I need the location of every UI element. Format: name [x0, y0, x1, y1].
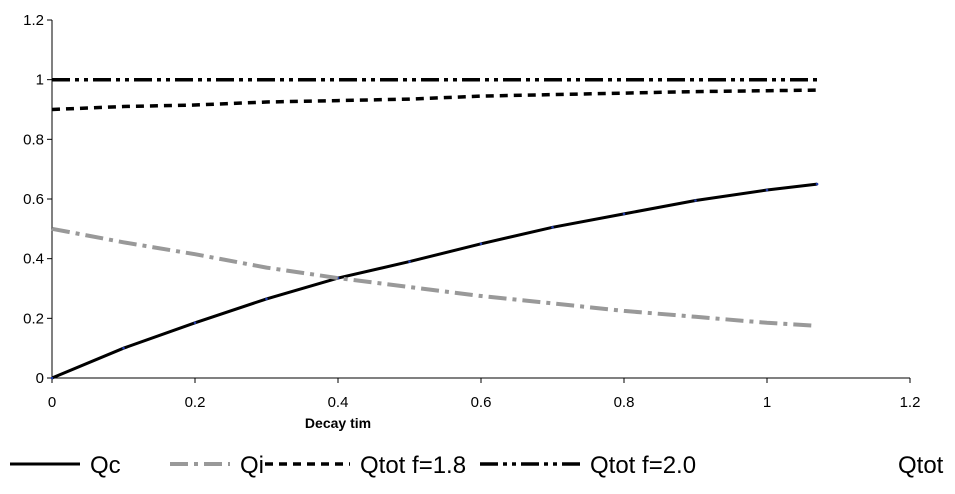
x-tick-label: 0.2 — [185, 394, 206, 411]
data-point — [408, 260, 411, 263]
legend-label: Qi — [240, 452, 264, 479]
data-point — [765, 188, 769, 192]
data-point — [551, 226, 554, 229]
tick-labels: 0 0.2 0.4 0.6 0.8 1 1.2 0 0.2 0.4 0.6 0.8 1 1.2 — [23, 12, 920, 411]
data-point — [50, 376, 54, 380]
y-tick-label: 0 — [36, 370, 44, 387]
legend-label: Qtot f=2.0 — [590, 452, 696, 479]
data-point — [622, 212, 626, 216]
x-tick-label: 0.6 — [471, 394, 492, 411]
data-point — [265, 297, 268, 301]
legend-label: Qtot f=1.8 — [360, 452, 466, 479]
y-tick-label: 0.4 — [23, 251, 44, 268]
y-tick-label: 0.2 — [23, 310, 44, 327]
y-tick-label: 1.2 — [23, 12, 44, 29]
y-tick-label: 1 — [36, 72, 44, 89]
data-point — [193, 321, 197, 325]
x-tick-label: 0.8 — [614, 394, 635, 411]
x-tick-label: 1 — [763, 394, 771, 411]
data-point — [122, 346, 125, 350]
data-point — [815, 182, 819, 186]
series-line-qi — [51, 226, 818, 328]
legend-label: Qc — [90, 452, 121, 479]
series-line-qtot-f-1-8 — [51, 88, 818, 112]
series-lines — [50, 77, 819, 380]
data-point — [694, 199, 697, 202]
legend: Qc Qi Qtot f=1.8 Qtot f=2.0 Qtot — [10, 452, 944, 479]
legend-label-truncated: Qtot — [898, 452, 944, 479]
x-tick-label: 0 — [48, 394, 56, 411]
x-tick-label: 0.4 — [328, 394, 349, 411]
x-tick-label: 1.2 — [900, 394, 921, 411]
series-line-qc — [51, 182, 818, 380]
y-tick-label: 0.8 — [23, 131, 44, 148]
y-tick-label: 0.6 — [23, 191, 44, 208]
x-axis-label: Decay tim — [305, 415, 371, 431]
data-point — [479, 242, 483, 246]
